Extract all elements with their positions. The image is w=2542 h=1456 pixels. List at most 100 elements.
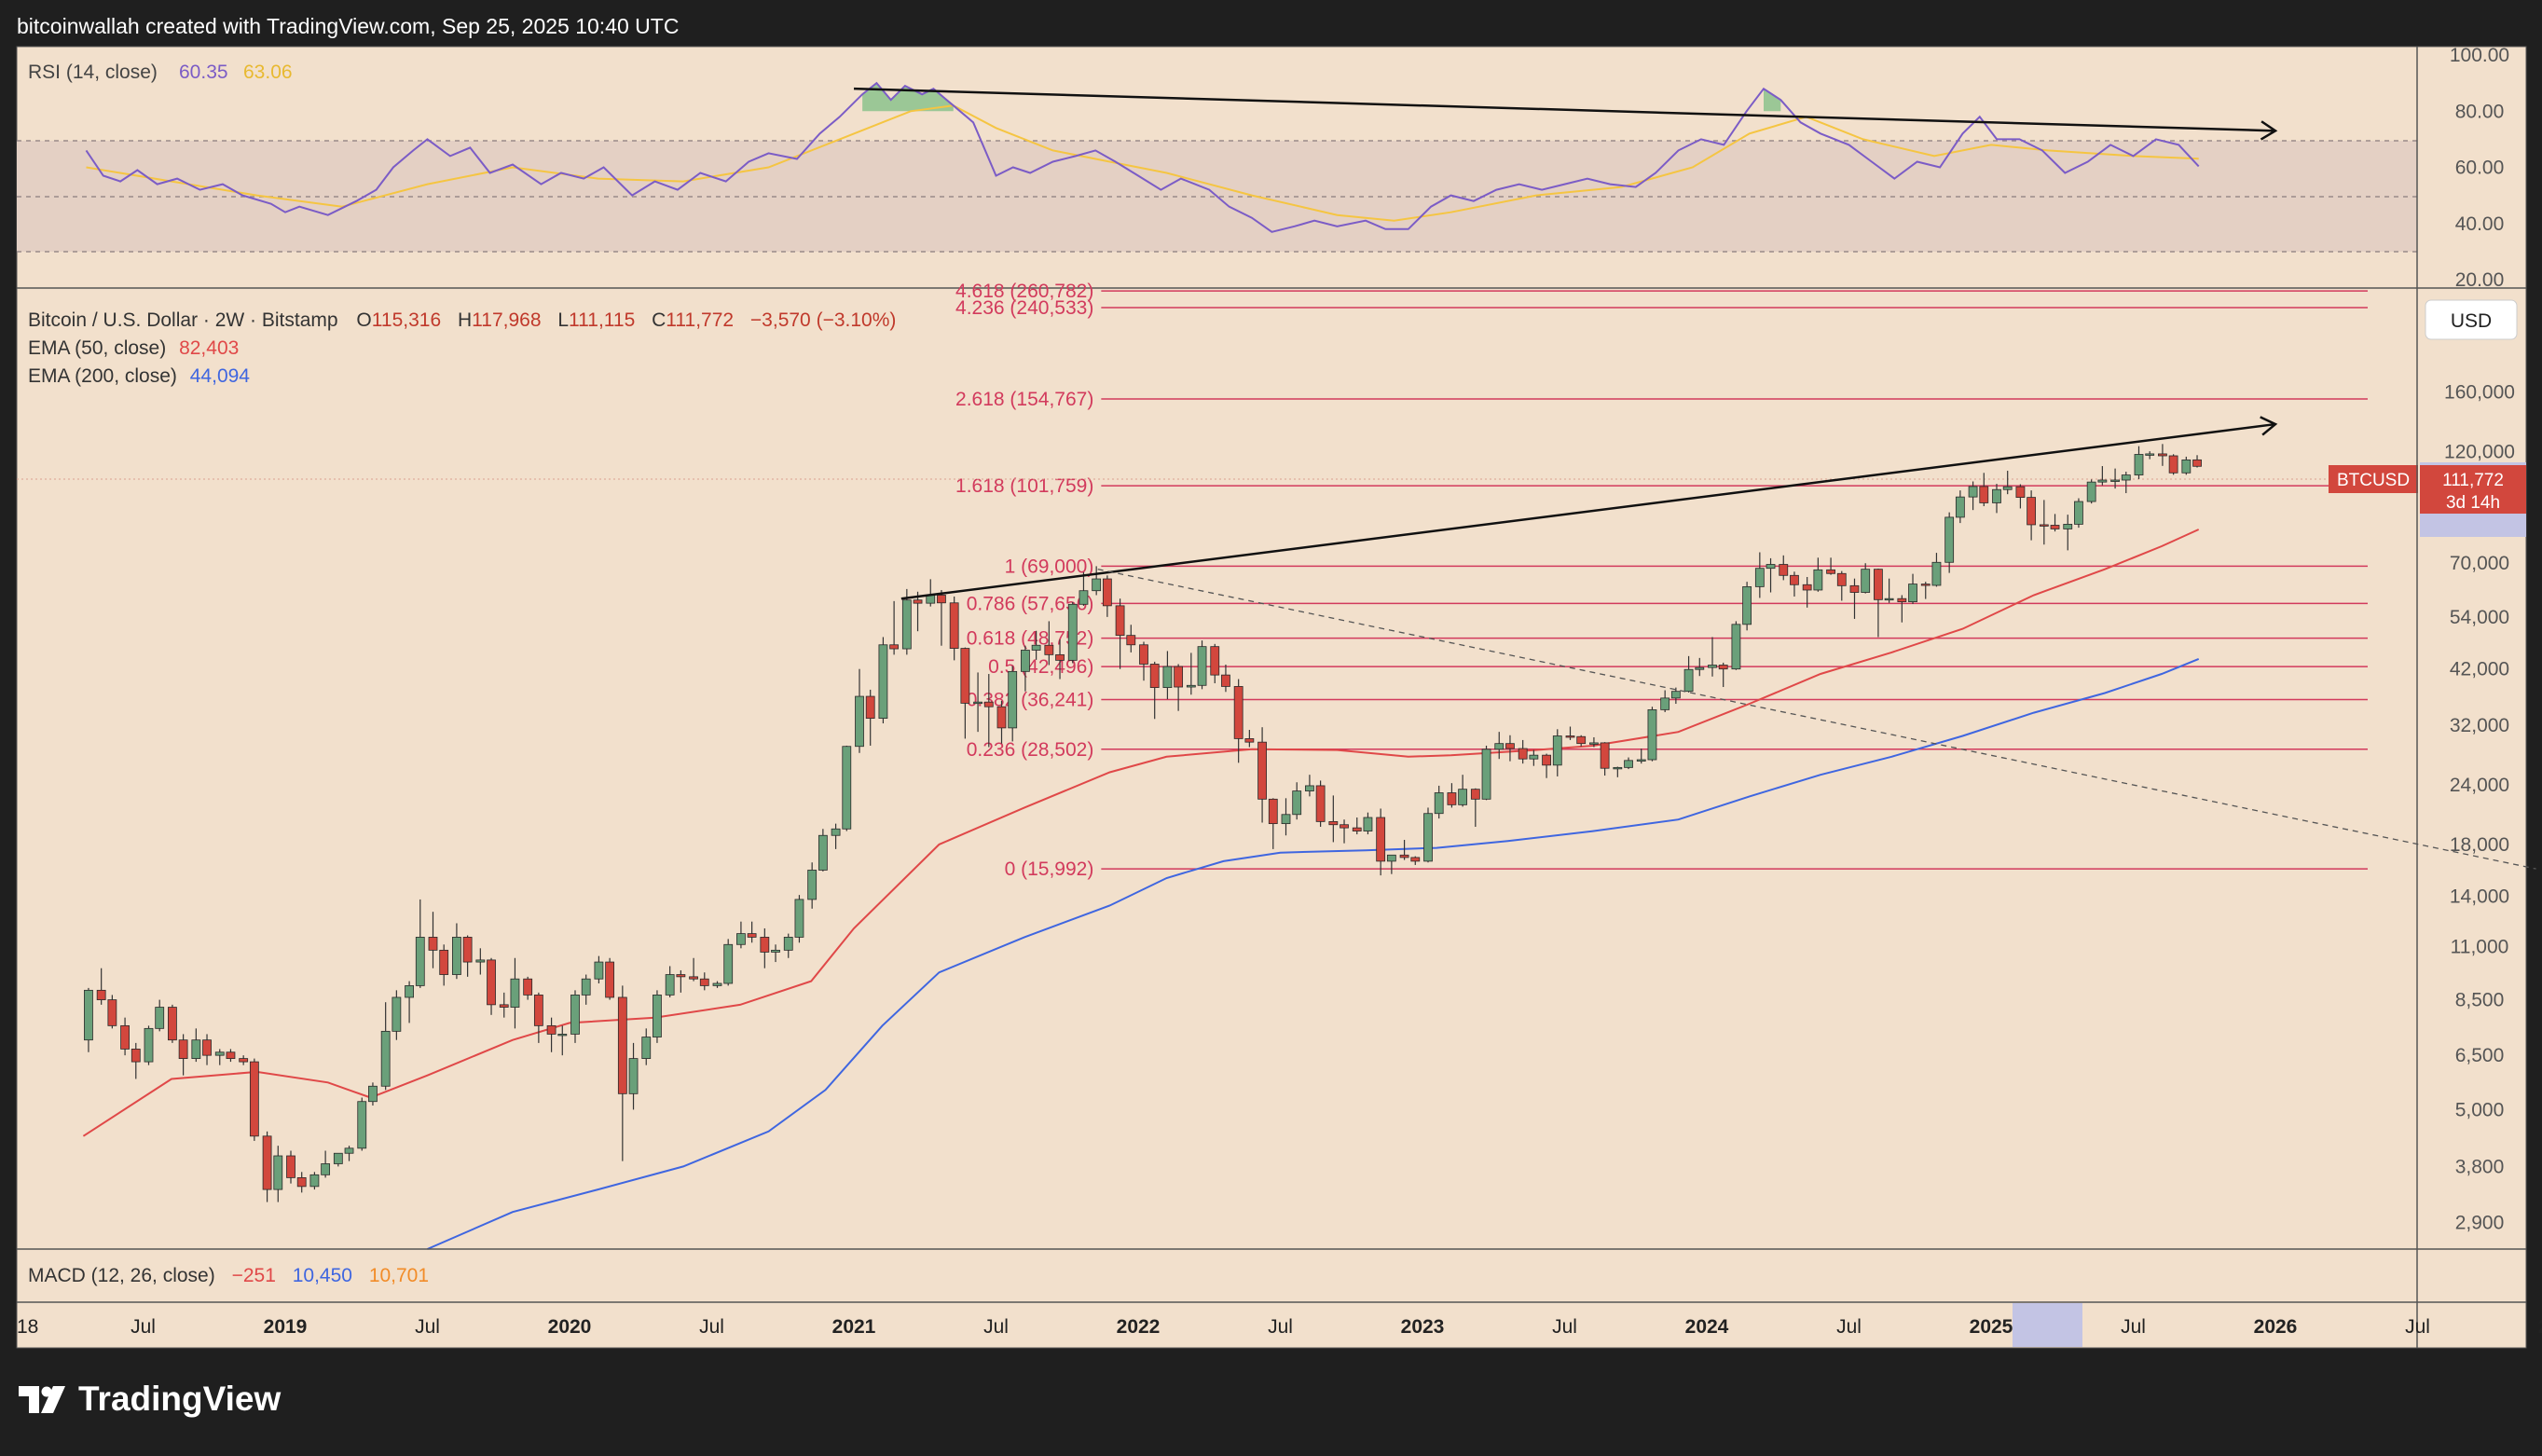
candle-body — [96, 989, 106, 1000]
candle-body — [191, 1039, 201, 1059]
fib-level-label: 4.236 (240,533) — [955, 297, 1093, 319]
candle-body — [1897, 598, 1907, 603]
candle-body — [1079, 590, 1089, 605]
price-pane[interactable]: 0 (15,992) 0.236 (28,502) 0.382 (36,241) 0.… — [17, 87, 2536, 1250]
rsi-pane[interactable]: RSI (14, close) 60.35 63.06 100.00 80.00 6… — [17, 45, 2509, 291]
price-axis-label: 70,000 — [2450, 553, 2509, 574]
candle-body — [510, 978, 520, 1008]
time-axis-date-highlight — [2013, 1303, 2082, 1347]
time-axis-label: Jul — [983, 1316, 1009, 1338]
candle-body — [452, 937, 461, 975]
candle-body — [2181, 459, 2192, 474]
candle-body — [1352, 827, 1362, 831]
candle-body — [1826, 569, 1835, 574]
rsi-axis-label: 100.00 — [2450, 45, 2509, 66]
candle-body — [794, 899, 804, 938]
price-axis-label: 14,000 — [2450, 886, 2509, 908]
candle-body — [594, 961, 604, 980]
low-label: L — [557, 309, 569, 331]
candle-body — [1292, 790, 1302, 816]
candle-body — [949, 602, 959, 649]
candle-body — [1754, 568, 1765, 587]
tradingview-logo-icon — [19, 1386, 65, 1413]
candle-body — [392, 996, 402, 1032]
time-axis-label: 2023 — [1401, 1316, 1445, 1338]
candle-body — [1944, 516, 1955, 563]
currency-button[interactable]: USD — [2425, 299, 2518, 340]
candle-body — [760, 937, 770, 953]
candle-body — [1542, 754, 1551, 766]
macd-pane[interactable]: MACD (12, 26, close) −251 10,450 10,701 — [28, 1265, 429, 1286]
rsi-legend-name: RSI (14, close) — [28, 62, 158, 83]
candle-body — [855, 695, 864, 748]
time-axis-label: Jul — [699, 1316, 724, 1338]
rsi-axis-label: 80.00 — [2455, 101, 2505, 122]
candle-body — [1589, 742, 1599, 745]
candle-body — [286, 1155, 295, 1178]
candle-body — [1779, 564, 1789, 576]
ticker-label: BTCUSD — [2337, 471, 2410, 490]
candlestick-series — [84, 444, 2202, 1202]
candle-body — [1386, 854, 1396, 862]
candle-body — [1613, 766, 1623, 770]
time-axis: 18 Jul 2019 Jul 2020 Jul 2021 Jul 2022 Jul 2023 Jul… — [17, 1316, 2542, 1338]
candle-body — [1447, 792, 1457, 805]
svg-text:MACD (12, 26, close) −25: MACD (12, 26, close) −251 10,450 10,701 — [28, 1265, 429, 1286]
candle-body — [689, 976, 698, 980]
rsi-overbought-fill — [1764, 89, 1781, 112]
time-axis-label: Jul — [131, 1316, 156, 1338]
candle-body — [605, 961, 615, 998]
time-axis-label: Jul — [2121, 1316, 2146, 1338]
candle-body — [1244, 738, 1255, 743]
candle-body — [1067, 603, 1078, 661]
candle-body — [771, 949, 780, 953]
candle-body — [1695, 666, 1705, 670]
candle-body — [1044, 644, 1054, 655]
price-axis-label: 160,000 — [2444, 382, 2515, 404]
price-axis-label: 42,000 — [2450, 659, 2509, 680]
candle-body — [570, 994, 580, 1035]
candle-body — [1992, 488, 2001, 503]
candle-body — [1802, 584, 1812, 591]
candle-body — [321, 1163, 331, 1175]
candle-body — [1790, 574, 1799, 585]
candle-body — [1410, 857, 1421, 862]
candle-body — [523, 978, 533, 996]
candle-body — [462, 937, 473, 963]
candle-body — [641, 1037, 652, 1059]
candle-body — [131, 1049, 141, 1063]
support-trendline — [900, 422, 2276, 600]
candle-body — [333, 1152, 343, 1164]
candle-body — [1423, 813, 1433, 862]
time-axis-label: Jul — [415, 1316, 440, 1338]
macd-legend-name: MACD (12, 26, close) — [28, 1265, 215, 1286]
candle-body — [2063, 524, 2073, 529]
candle-body — [1670, 691, 1681, 699]
candle-body — [144, 1027, 154, 1063]
candle-body — [405, 985, 414, 998]
candle-body — [273, 1155, 283, 1190]
candle-body — [1718, 665, 1728, 670]
svg-text:EMA (200, close) 44,09: EMA (200, close) 44,094 — [28, 365, 250, 387]
price-axis-label: 3,800 — [2455, 1156, 2505, 1177]
candle-body — [415, 937, 425, 986]
candle-body — [1162, 666, 1173, 688]
candle-body — [842, 746, 852, 830]
candle-body — [1458, 789, 1468, 805]
tradingview-wordmark: TradingView — [78, 1380, 281, 1418]
candle-body — [155, 1007, 165, 1029]
candle-body — [2110, 479, 2120, 482]
candle-body — [487, 959, 496, 1006]
candle-body — [676, 974, 686, 978]
candle-body — [1968, 486, 1978, 498]
chart-panel — [16, 46, 2527, 1349]
candle-body — [1340, 824, 1349, 829]
candle-body — [1647, 708, 1657, 761]
rsi-ma-legend-value: 63.06 — [243, 62, 293, 83]
candle-body — [2168, 455, 2178, 474]
candle-body — [878, 644, 888, 719]
candle-body — [428, 937, 438, 951]
candle-body — [1363, 817, 1373, 831]
fib-level-label: 1 (69,000) — [1005, 556, 1094, 577]
